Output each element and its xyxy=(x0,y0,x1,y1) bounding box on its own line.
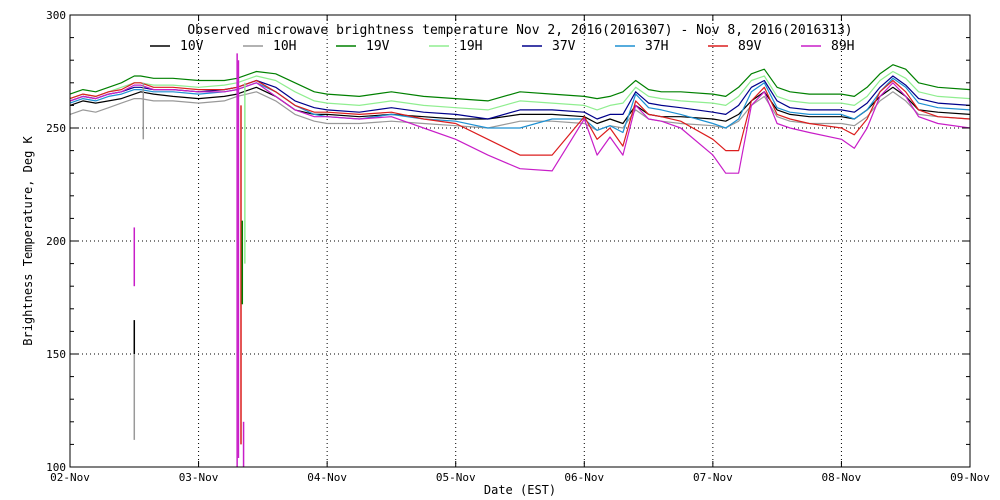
y-tick-label: 250 xyxy=(46,122,66,135)
legend-label-19v: 19V xyxy=(366,39,390,54)
x-tick-label: 07-Nov xyxy=(693,471,733,484)
series-line-89h xyxy=(69,82,971,174)
series-line-10v xyxy=(69,86,971,125)
legend-label-19h: 19H xyxy=(459,39,482,54)
legend-label-10v: 10V xyxy=(180,39,204,54)
x-tick-label: 05-Nov xyxy=(436,471,476,484)
y-tick-label: 300 xyxy=(46,9,66,22)
y-tick-label: 100 xyxy=(46,461,66,474)
series-line-19v xyxy=(69,64,971,102)
y-tick-label: 200 xyxy=(46,235,66,248)
legend-label-89v: 89V xyxy=(738,39,762,54)
x-tick-label: 08-Nov xyxy=(822,471,862,484)
chart-title: Observed microwave brightness temperatur… xyxy=(187,23,852,38)
legend-label-37v: 37V xyxy=(552,39,576,54)
x-tick-label: 03-Nov xyxy=(179,471,219,484)
x-tick-label: 04-Nov xyxy=(307,471,347,484)
data-spikes xyxy=(133,53,246,467)
legend: 10V 10H 19V 19H 37V 37H 89V 89H xyxy=(150,39,854,54)
series-line-10h xyxy=(69,91,971,131)
x-tick-label: 09-Nov xyxy=(950,471,990,484)
series-line-19h xyxy=(69,70,971,111)
x-axis-label: Date (EST) xyxy=(484,483,556,497)
legend-label-89h: 89H xyxy=(831,39,854,54)
x-tick-label: 02-Nov xyxy=(50,471,90,484)
x-tick-label: 06-Nov xyxy=(564,471,604,484)
grid xyxy=(70,15,970,467)
y-axis-label: Brightness Temperature, Deg K xyxy=(21,135,35,345)
y-tick-label: 150 xyxy=(46,348,66,361)
legend-label-37h: 37H xyxy=(645,39,668,54)
legend-label-10h: 10H xyxy=(273,39,296,54)
series-lines xyxy=(69,64,971,174)
series-line-89v xyxy=(69,79,971,156)
axis-ticks: 02-Nov 03-Nov 04-Nov 05-Nov 06-Nov 07-Nov 08-N… xyxy=(46,9,990,484)
